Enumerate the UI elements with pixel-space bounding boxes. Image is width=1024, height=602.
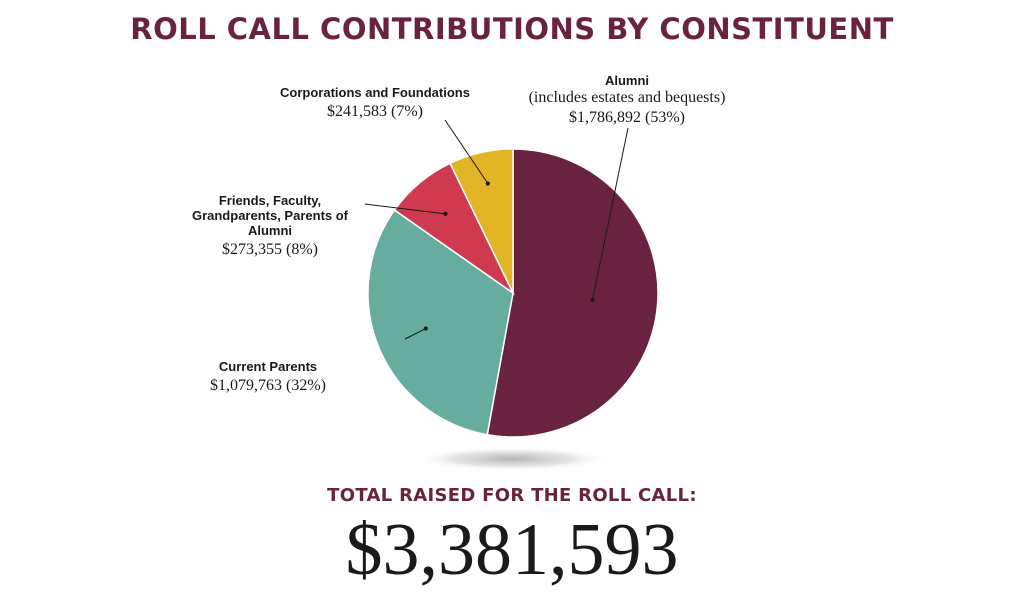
leader-line-alumni-dot bbox=[590, 297, 595, 303]
slice-label-corporations: Corporations and Foundations $241,583 (7… bbox=[262, 85, 488, 122]
leader-line-corporations bbox=[444, 119, 489, 184]
slice-amount: $1,079,763 (32%) bbox=[210, 377, 326, 394]
leader-line-current-parents-dot bbox=[423, 326, 428, 331]
pie-slice-current-parents bbox=[367, 208, 514, 436]
chart-title: ROLL CALL CONTRIBUTIONS BY CONSTITUENT bbox=[130, 12, 894, 46]
pie-shadow bbox=[414, 447, 610, 471]
slice-amount: $273,355 (8%) bbox=[222, 241, 318, 258]
total-value: $3,381,593 bbox=[345, 509, 679, 591]
slice-label-alumni: Alumni (includes estates and bequests) $… bbox=[520, 73, 734, 128]
slice-name: Corporations and Foundations bbox=[280, 85, 470, 100]
slice-amount: $1,786,892 (53%) bbox=[569, 109, 685, 126]
slice-name: Friends, Faculty, Grandparents, Parents … bbox=[191, 193, 349, 238]
slice-label-current-parents: Current Parents $1,079,763 (32%) bbox=[190, 359, 346, 396]
leader-line-alumni bbox=[591, 127, 629, 301]
slice-amount: $241,583 (7%) bbox=[327, 103, 423, 120]
slice-name: Alumni bbox=[604, 73, 650, 88]
leader-line-friends bbox=[364, 203, 446, 215]
leader-line-friends-dot bbox=[443, 211, 448, 216]
slice-name: Current Parents bbox=[218, 359, 318, 374]
leader-line-current-parents bbox=[404, 328, 427, 340]
pie-slice-alumni bbox=[486, 148, 659, 438]
slice-sublabel: (includes estates and bequests) bbox=[528, 89, 726, 106]
total-label: TOTAL RAISED FOR THE ROLL CALL: bbox=[327, 485, 697, 506]
leader-line-corporations-dot bbox=[485, 181, 490, 186]
slice-label-friends: Friends, Faculty, Grandparents, Parents … bbox=[180, 193, 360, 260]
pie-slice-corporations bbox=[449, 148, 514, 294]
